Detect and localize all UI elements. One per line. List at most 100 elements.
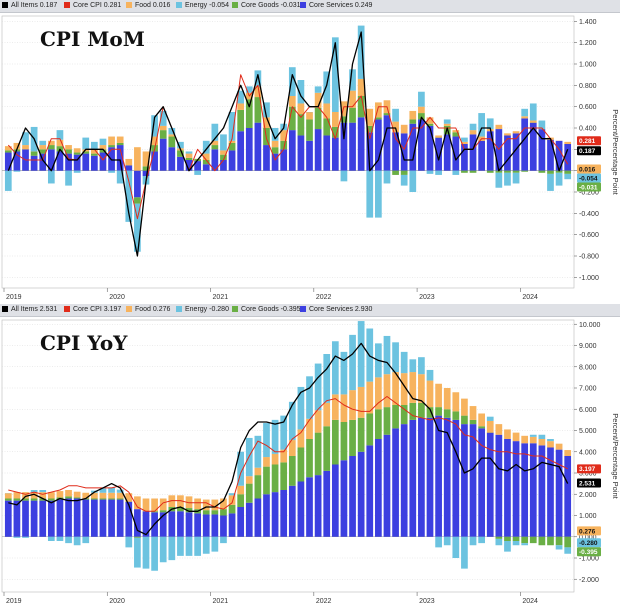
cpi-yoy-chart: 10.000 9.000 8.000 7.000 6.000 5.000 4.000 3.00… — [1, 319, 620, 605]
swatch-all-items — [2, 1, 8, 8]
bar-core-goods — [306, 119, 313, 141]
bar-food — [478, 413, 485, 427]
bar-core-goods — [392, 170, 399, 175]
bar-core-goods — [22, 498, 29, 501]
bar-core-goods — [82, 151, 90, 154]
bar-core-goods — [177, 150, 184, 157]
bar-energy — [504, 541, 511, 552]
y-tick-label: 0.400 — [579, 126, 597, 133]
bar-core-goods — [30, 498, 38, 501]
bar-food — [13, 142, 21, 150]
bar-food — [469, 130, 477, 135]
bar-core-services — [400, 133, 408, 171]
bar-energy — [366, 170, 374, 218]
bar-energy — [13, 536, 21, 538]
bar-core-services — [185, 160, 193, 171]
bar-food — [323, 402, 331, 427]
bar-energy — [521, 543, 529, 546]
value-badge-label: 0.276 — [579, 528, 596, 535]
bar-core-goods — [323, 118, 331, 136]
value-badge-label: 0.016 — [579, 166, 596, 173]
bar-core-services — [134, 509, 141, 537]
bar-energy — [254, 70, 262, 87]
bar-food — [30, 492, 38, 499]
bar-energy — [538, 120, 546, 130]
bar-core-services — [194, 161, 201, 171]
bar-food — [151, 136, 158, 146]
bar-core-services — [82, 499, 90, 537]
bar-core-goods — [349, 419, 356, 456]
y-tick-label: 1.200 — [579, 40, 597, 47]
bar-food — [220, 150, 227, 155]
bar-food — [495, 424, 503, 435]
value-badge-food — [577, 526, 601, 536]
bar-energy — [185, 536, 193, 556]
bar-core-services — [383, 115, 391, 171]
bar-core-goods — [452, 411, 460, 420]
bar-core-services — [461, 424, 468, 537]
x-tick-label: 2021 — [213, 598, 229, 605]
bar-food — [280, 130, 288, 141]
bar-energy — [39, 490, 47, 493]
bar-energy — [461, 536, 468, 569]
swatch-core-services — [300, 305, 306, 312]
bar-energy — [168, 128, 176, 135]
value-badge-label: -0.031 — [579, 184, 598, 191]
bar-core-services — [185, 512, 193, 537]
bar-food — [245, 476, 253, 484]
bar-energy — [547, 173, 554, 191]
bar-core-services — [486, 432, 494, 537]
bar-core-services — [65, 498, 72, 537]
legend-item-food: Food 0.276 — [126, 305, 170, 315]
bar-food — [99, 145, 107, 150]
bar-core-services — [13, 151, 21, 171]
bar-core-goods — [383, 407, 391, 435]
bar-food — [254, 86, 262, 98]
bar-core-goods — [159, 510, 167, 513]
y-tick-label: 1.000 — [579, 513, 597, 520]
bar-core-goods — [134, 536, 141, 538]
bar-core-services — [22, 500, 29, 537]
bar-energy — [529, 103, 537, 121]
bar-core-goods — [340, 116, 348, 123]
y-tick-label: 3.000 — [579, 471, 597, 478]
bar-energy — [288, 401, 296, 441]
bar-core-services — [306, 477, 313, 537]
bar-core-services — [220, 160, 227, 171]
bar-food — [134, 147, 141, 171]
bar-energy — [82, 536, 90, 544]
bar-energy — [340, 170, 348, 182]
bar-core-services — [469, 134, 477, 171]
bar-food — [443, 123, 451, 126]
y-tick-label: -0.600 — [579, 232, 599, 239]
bar-food — [426, 380, 434, 408]
bar-core-goods — [288, 456, 296, 486]
bar-energy — [383, 335, 391, 375]
bar-energy — [4, 170, 12, 191]
bar-food — [366, 108, 374, 126]
bar-energy — [495, 172, 503, 188]
bar-core-services — [418, 417, 425, 537]
bar-energy — [39, 140, 47, 146]
bar-core-goods — [314, 432, 322, 476]
bar-core-services — [504, 135, 511, 171]
bar-core-goods — [4, 150, 12, 153]
bar-core-services — [435, 415, 442, 537]
bar-energy — [400, 174, 408, 186]
bar-energy — [426, 369, 434, 381]
bar-core-services — [461, 144, 468, 171]
bar-core-services — [306, 140, 313, 171]
y-tick-label: 0.600 — [579, 104, 597, 111]
bar-core-services — [13, 500, 21, 537]
bar-food — [211, 499, 219, 511]
bar-food — [73, 491, 81, 498]
bar-food — [400, 373, 408, 405]
y-tick-label: -1.000 — [579, 556, 599, 563]
bar-core-goods — [108, 145, 115, 148]
bar-energy — [65, 170, 72, 186]
bar-core-services — [349, 456, 356, 537]
bar-core-goods — [245, 483, 253, 503]
y-tick-label: 0.800 — [579, 83, 597, 90]
bar-energy — [56, 536, 64, 541]
bar-core-services — [263, 494, 270, 537]
